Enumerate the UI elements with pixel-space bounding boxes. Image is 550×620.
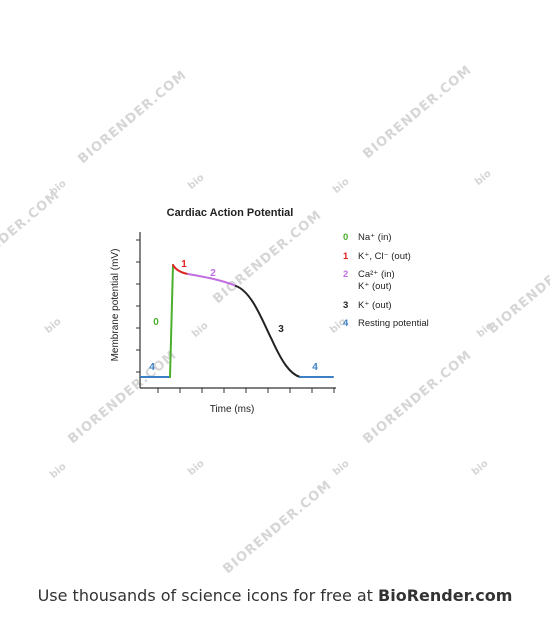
watermark-text: BIORENDER.COM (0, 188, 63, 288)
footer-promo: Use thousands of science icons for free … (0, 586, 550, 605)
legend-item-phase-3: 3 K⁺ (out) (343, 300, 392, 311)
watermark-text: BIORENDER.COM (75, 68, 190, 168)
legend-phase-number: 3 (343, 300, 348, 311)
legend-phase-number: 2 (343, 269, 348, 280)
legend-phase-text-line-2: K⁺ (out) (358, 281, 392, 292)
watermark-bio-mark: bio (473, 168, 494, 188)
footer-text: Use thousands of science icons for free … (37, 586, 379, 605)
watermark-bio-mark: bio (331, 176, 352, 196)
watermark-bio-mark: bio (470, 458, 491, 478)
footer-brand-link[interactable]: BioRender.com (378, 586, 513, 605)
y-axis-label: Membrane potential (mV) (110, 249, 121, 362)
legend-phase-number: 0 (343, 232, 348, 243)
phase-0-depolarization-segment (169, 264, 174, 378)
action-potential-curve (140, 264, 334, 378)
watermark-bio-mark: bio (186, 172, 207, 192)
diagram-title: Cardiac Action Potential (167, 207, 294, 219)
y-axis-ticks (136, 239, 140, 373)
curve-label-phase-0: 0 (153, 317, 159, 328)
curve-label-phase-3: 3 (278, 324, 284, 335)
legend-phase-text: Na⁺ (in) (358, 232, 392, 243)
legend-phase-text: K⁺, Cl⁻ (out) (358, 251, 411, 262)
watermark-bio-mark: bio (48, 461, 69, 481)
phase-2-plateau-segment (187, 273, 237, 287)
curve-phase-labels: 0 1 2 3 4 4 (149, 259, 318, 373)
watermark-bio-mark: bio (190, 320, 211, 340)
legend-phase-text: Ca²⁺ (in) (358, 269, 395, 280)
watermark-text: BIORENDER.COM (485, 238, 550, 338)
axes (139, 232, 336, 389)
legend-item-phase-4: 4 Resting potential (343, 318, 429, 329)
legend-item-phase-1: 1 K⁺, Cl⁻ (out) (343, 251, 411, 262)
watermark-text: BIORENDER.COM (65, 348, 180, 448)
x-axis-ticks (157, 388, 335, 393)
phase-3-repolarization-segment (235, 285, 301, 378)
legend-phase-text: K⁺ (out) (358, 300, 392, 311)
watermark-text: BIORENDER.COM (220, 478, 335, 578)
watermark-bio-mark: bio (331, 458, 352, 478)
curve-label-phase-1: 1 (181, 259, 187, 270)
watermark-bio-mark: bio (186, 458, 207, 478)
legend-phase-number: 4 (343, 318, 349, 329)
watermark-text: BIORENDER.COM (360, 63, 475, 163)
watermark-layer: BIORENDER.COM BIORENDER.COM BIORENDER.CO… (0, 63, 550, 578)
legend-phase-number: 1 (343, 251, 349, 262)
watermark-text: BIORENDER.COM (360, 348, 475, 448)
watermark-bio-mark: bio (43, 316, 64, 336)
phase-1-early-repolarization-segment (172, 264, 189, 275)
legend-item-phase-0: 0 Na⁺ (in) (343, 232, 392, 243)
watermark-text: BIORENDER.COM (210, 208, 325, 308)
legend-item-phase-2: 2 Ca²⁺ (in) K⁺ (out) (343, 269, 395, 292)
curve-label-phase-2: 2 (210, 268, 216, 279)
curve-label-phase-4-right: 4 (312, 362, 318, 373)
curve-label-phase-4-left: 4 (149, 362, 155, 373)
legend: 0 Na⁺ (in) 1 K⁺, Cl⁻ (out) 2 Ca²⁺ (in) K… (343, 232, 429, 329)
x-axis-label: Time (ms) (210, 404, 255, 415)
legend-phase-text: Resting potential (358, 318, 429, 329)
